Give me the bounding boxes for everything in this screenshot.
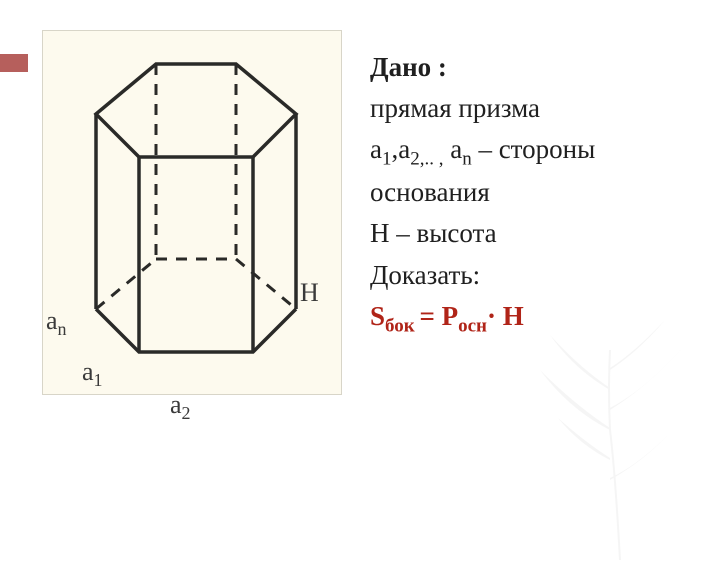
label-a-n-sub: n — [58, 319, 67, 339]
label-height: H — [300, 278, 319, 308]
label-a-n: an — [46, 306, 67, 340]
formula: Sбок = Pосн· H — [370, 297, 710, 340]
line-height: H – высота — [370, 214, 710, 253]
label-a-n-text: a — [46, 306, 58, 335]
prism-diagram — [51, 39, 335, 388]
line-sides-subn: n — [462, 149, 472, 170]
text-content: Дано : прямая призма a1,a2,.. , an – сто… — [370, 48, 710, 342]
line-sides-a2: ,a — [391, 134, 410, 164]
prism-figure: an a1 a2 H — [42, 30, 362, 460]
formula-eq: = P — [419, 301, 458, 331]
label-a-2-sub: 2 — [182, 403, 191, 423]
formula-s-sub: бок — [385, 315, 419, 336]
label-a-2-text: a — [170, 390, 182, 419]
label-a-2: a2 — [170, 390, 191, 424]
given-label: Дано : — [370, 48, 710, 87]
accent-bar — [0, 54, 28, 72]
line-sides: a1,a2,.. , an – стороны основания — [370, 130, 710, 212]
label-a-1-sub: 1 — [94, 370, 103, 390]
line-prism: прямая призма — [370, 89, 710, 128]
formula-end: · H — [487, 301, 524, 331]
line-sides-an: a — [443, 134, 462, 164]
prism-background — [42, 30, 342, 395]
formula-p-sub: осн — [458, 315, 487, 336]
label-a-1-text: a — [82, 357, 94, 386]
formula-s: S — [370, 301, 385, 331]
line-sides-sub2: 2,.. , — [410, 149, 443, 170]
label-a-1: a1 — [82, 357, 103, 391]
line-prove: Доказать: — [370, 256, 710, 295]
line-sides-a1: a — [370, 134, 382, 164]
